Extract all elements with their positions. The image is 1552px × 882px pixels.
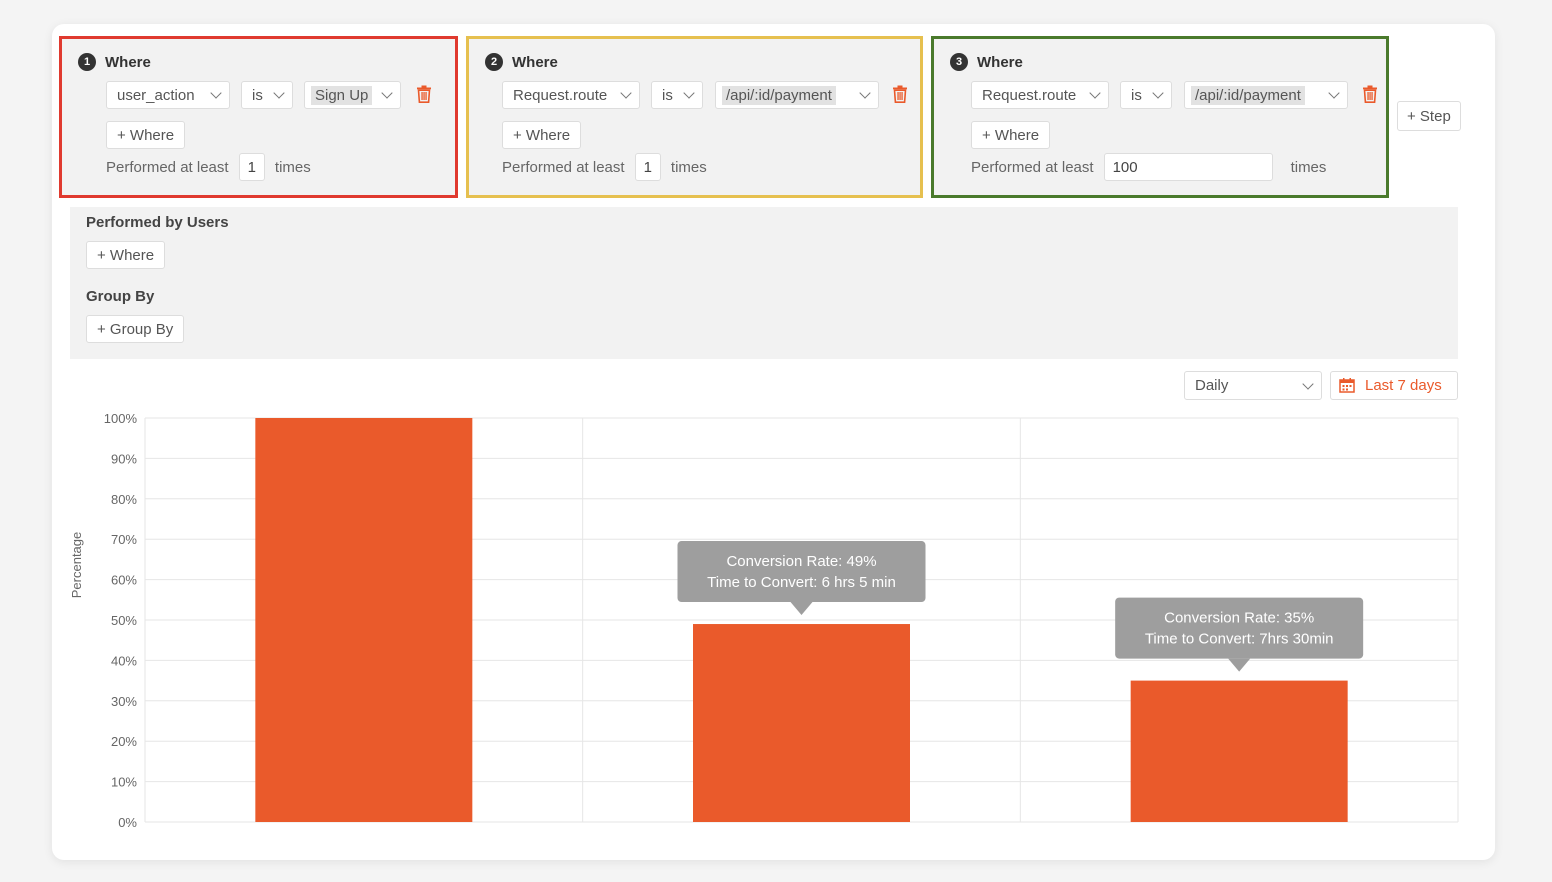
- operator-select[interactable]: is: [1120, 81, 1172, 109]
- property-value: Request.route: [982, 86, 1077, 104]
- chevron-down-icon: [1329, 90, 1339, 100]
- step-header: 2 Where: [485, 53, 558, 71]
- count-input[interactable]: 1: [238, 153, 265, 181]
- property-select[interactable]: Request.route: [971, 81, 1109, 109]
- trash-icon[interactable]: [892, 85, 908, 103]
- funnel-step-3: 3 Where Request.route is /api/:id/paymen…: [931, 36, 1389, 198]
- add-where-button[interactable]: + Where: [106, 121, 186, 149]
- step-title: Where: [512, 53, 558, 71]
- performed-label: Performed at least: [971, 158, 1094, 176]
- times-label: times: [1290, 158, 1327, 176]
- add-group-by-button[interactable]: + Group By: [86, 315, 185, 343]
- times-label: times: [274, 158, 311, 176]
- count-input[interactable]: 100: [1103, 153, 1273, 181]
- chevron-down-icon: [860, 90, 870, 100]
- property-value: Request.route: [513, 86, 608, 104]
- add-user-where-button[interactable]: + Where: [86, 241, 166, 269]
- group-by-label: Group By: [86, 288, 155, 305]
- chevron-down-icon: [684, 90, 694, 100]
- performed-at-least-row: Performed at least 100 times: [971, 153, 1326, 181]
- add-where-button[interactable]: + Where: [502, 121, 582, 149]
- chevron-down-icon: [1303, 381, 1313, 391]
- interval-value: Daily: [1195, 377, 1229, 394]
- performed-at-least-row: Performed at least 1 times: [502, 153, 707, 181]
- trash-icon[interactable]: [416, 85, 432, 103]
- step-header: 3 Where: [950, 53, 1023, 71]
- value-chip: Sign Up: [311, 85, 373, 105]
- performed-label: Performed at least: [502, 158, 625, 176]
- step-number-badge: 3: [950, 53, 968, 71]
- performed-at-least-row: Performed at least 1 times: [106, 153, 311, 181]
- property-select[interactable]: Request.route: [502, 81, 640, 109]
- performed-by-users-label: Performed by Users: [86, 214, 229, 231]
- performed-label: Performed at least: [106, 158, 229, 176]
- step-title: Where: [977, 53, 1023, 71]
- value-select[interactable]: /api/:id/payment: [1184, 81, 1348, 109]
- chevron-down-icon: [1153, 90, 1163, 100]
- filters-panel: Performed by Users + Where Group By + Gr…: [70, 207, 1458, 359]
- step-title: Where: [105, 53, 151, 71]
- chevron-down-icon: [382, 90, 392, 100]
- funnel-step-1: 1 Where user_action is Sign Up + Where P…: [59, 36, 458, 198]
- step-header: 1 Where: [78, 53, 151, 71]
- step-number-badge: 2: [485, 53, 503, 71]
- date-range-button[interactable]: Last 7 days: [1330, 371, 1458, 400]
- add-where-button[interactable]: + Where: [971, 121, 1051, 149]
- operator-value: is: [1131, 86, 1142, 104]
- property-value: user_action: [117, 86, 195, 104]
- operator-select[interactable]: is: [651, 81, 703, 109]
- trash-icon[interactable]: [1362, 85, 1378, 103]
- times-label: times: [670, 158, 707, 176]
- calendar-icon: [1339, 378, 1355, 393]
- operator-value: is: [662, 86, 673, 104]
- chevron-down-icon: [1090, 90, 1100, 100]
- operator-value: is: [252, 86, 263, 104]
- chevron-down-icon: [211, 90, 221, 100]
- value-select[interactable]: /api/:id/payment: [715, 81, 879, 109]
- date-range-label: Last 7 days: [1365, 377, 1442, 394]
- interval-select[interactable]: Daily: [1184, 371, 1322, 400]
- chevron-down-icon: [274, 90, 284, 100]
- count-input[interactable]: 1: [634, 153, 661, 181]
- value-select[interactable]: Sign Up: [304, 81, 401, 109]
- funnel-step-2: 2 Where Request.route is /api/:id/paymen…: [466, 36, 923, 198]
- step-number-badge: 1: [78, 53, 96, 71]
- value-chip: /api/:id/payment: [1191, 85, 1305, 105]
- add-step-button[interactable]: + Step: [1397, 101, 1461, 131]
- value-chip: /api/:id/payment: [722, 85, 836, 105]
- chevron-down-icon: [621, 90, 631, 100]
- operator-select[interactable]: is: [241, 81, 293, 109]
- property-select[interactable]: user_action: [106, 81, 230, 109]
